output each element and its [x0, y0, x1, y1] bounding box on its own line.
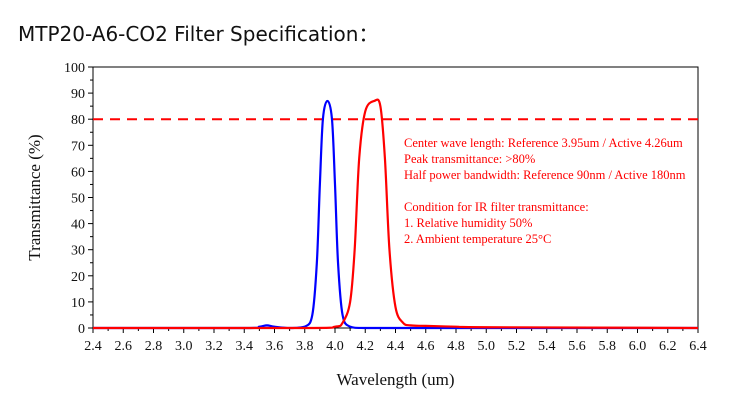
plot-border	[92, 66, 699, 329]
y-axis: 0 10 20 30 40 50 60 70 80 90 100	[64, 61, 93, 337]
x-tick-label: 5.4	[538, 339, 556, 354]
x-tick-label: 4.2	[357, 339, 375, 354]
series-line-red	[93, 98, 699, 330]
x-tick-label: 5.0	[478, 339, 496, 354]
annotation-line: Half power bandwidth: Reference 90nm / A…	[404, 168, 686, 182]
y-tick-label: 50	[71, 192, 85, 207]
y-tick-label: 90	[71, 87, 85, 102]
x-tick-label: 5.8	[599, 339, 617, 354]
annotation-group: Center wave length: Reference 3.95um / A…	[404, 136, 686, 246]
x-tick-label: 3.8	[296, 339, 314, 354]
x-tick-label: 4.0	[326, 339, 344, 354]
y-tick-label: 30	[71, 244, 85, 259]
x-tick-label: 3.6	[266, 339, 284, 354]
annotation-line: Center wave length: Reference 3.95um / A…	[404, 136, 683, 150]
annotation-line: Peak transmittance: >80%	[404, 152, 535, 166]
y-tick-label: 20	[71, 270, 85, 285]
y-tick-label: 80	[71, 113, 85, 128]
x-tick-label: 3.0	[175, 339, 193, 354]
plot-frame	[92, 66, 699, 329]
x-tick-label: 2.6	[115, 339, 133, 354]
y-tick-label: 70	[71, 139, 85, 154]
annotation-line: 1. Relative humidity 50%	[404, 216, 532, 230]
y-tick-label: 60	[71, 165, 85, 180]
x-tick-label: 6.4	[689, 339, 707, 354]
y-tick-label: 100	[64, 61, 85, 76]
x-tick-label: 4.4	[387, 339, 405, 354]
x-tick-label: 6.0	[629, 339, 647, 354]
x-axis: 2.4 2.6 2.8 3.0 3.2 3.4 3.6 3.8 4.0 4.2 4.4 4.6 4.8 5…	[84, 328, 707, 354]
x-tick-label: 6.2	[659, 339, 677, 354]
y-tick-label: 40	[71, 218, 85, 233]
x-tick-label: 2.8	[145, 339, 163, 354]
series-line-blue	[93, 99, 698, 330]
y-tick-label: 10	[71, 296, 85, 311]
x-tick-label: 5.6	[568, 339, 586, 354]
x-tick-label: 3.2	[205, 339, 223, 354]
x-axis-label: Wavelength (um)	[336, 370, 454, 389]
y-axis-label: Transmittance (%)	[25, 134, 44, 260]
x-tick-label: 5.2	[508, 339, 526, 354]
x-tick-label: 2.4	[84, 339, 102, 354]
annotation-line: 2. Ambient temperature 25°C	[404, 232, 551, 246]
annotation-line: Condition for IR filter transmittance:	[404, 200, 589, 214]
page-title: MTP20-A6-CO2 Filter Specification：	[18, 22, 379, 46]
y-tick-label: 0	[78, 322, 85, 337]
x-tick-label: 3.4	[236, 339, 254, 354]
x-tick-label: 4.6	[417, 339, 435, 354]
series-group	[93, 98, 699, 330]
x-tick-label: 4.8	[447, 339, 465, 354]
